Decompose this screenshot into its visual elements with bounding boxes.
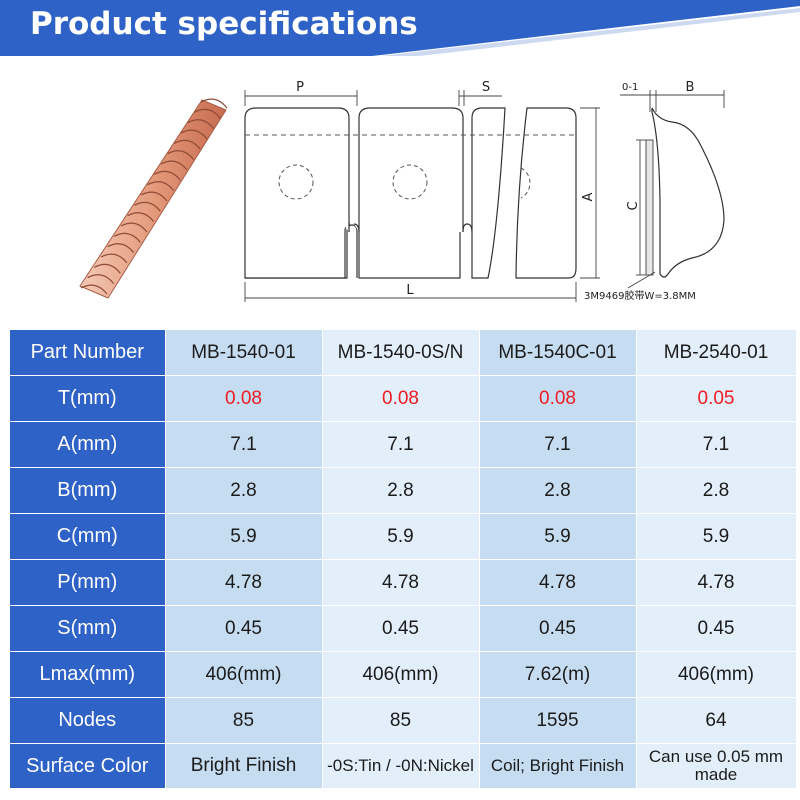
gasket-rib	[94, 263, 121, 274]
row-label: Part Number	[10, 330, 166, 376]
table-cell: Bright Finish	[165, 743, 323, 789]
gasket-rib	[114, 232, 141, 243]
dimension-label-p: P	[296, 80, 304, 95]
table-cell: 7.1	[322, 421, 480, 468]
table-cell: 7.1	[636, 421, 797, 468]
table-cell: 0.45	[165, 605, 323, 652]
row-label: P(mm)	[10, 559, 166, 606]
gasket-rib	[187, 119, 215, 130]
gasket-rib	[200, 98, 228, 109]
table-cell: 2.8	[636, 467, 797, 514]
table-row: Part Number MB-1540-01 MB-1540-0S/N MB-1…	[10, 330, 797, 376]
table-row: P(mm) 4.78 4.78 4.78 4.78	[10, 559, 797, 606]
table-cell: 1595	[479, 697, 637, 744]
table-cell: 406(mm)	[165, 651, 323, 698]
table-cell: MB-2540-01	[636, 330, 797, 376]
dimension-label-s: S	[482, 80, 490, 95]
table-row: Lmax(mm) 406(mm) 406(mm) 7.62(m) 406(mm)	[10, 651, 797, 698]
gasket-strip-image	[79, 98, 228, 299]
table-cell: 7.62(m)	[479, 651, 637, 698]
title-banner: Product specifications	[0, 0, 800, 56]
row-label: Nodes	[10, 697, 166, 744]
table-cell: 0.08	[479, 375, 637, 422]
row-label: B(mm)	[10, 467, 166, 514]
table-cell: 4.78	[165, 559, 323, 606]
gasket-rib	[194, 108, 221, 119]
gasket-rib	[127, 212, 155, 223]
table-cell: 0.05	[636, 375, 797, 422]
gasket-rib	[160, 160, 188, 171]
row-label: S(mm)	[10, 605, 166, 652]
gasket-rib	[140, 191, 168, 202]
table-cell: 2.8	[165, 467, 323, 514]
table-cell: 0.08	[165, 375, 323, 422]
table-row: C(mm) 5.9 5.9 5.9 5.9	[10, 513, 797, 560]
row-label: Surface Color	[10, 743, 166, 789]
row-label: A(mm)	[10, 421, 166, 468]
row-label: C(mm)	[10, 513, 166, 560]
gasket-rib	[147, 181, 175, 192]
table-row: Nodes 85 85 1595 64	[10, 697, 797, 744]
gasket-rib	[180, 129, 208, 140]
dimension-label-l: L	[406, 283, 414, 298]
table-cell: 406(mm)	[636, 651, 797, 698]
table-cell: -0S:Tin / -0N:Nickel	[322, 743, 480, 789]
table-cell: 4.78	[322, 559, 480, 606]
front-view	[244, 107, 577, 279]
table-row: Surface Color Bright Finish -0S:Tin / -0…	[10, 743, 797, 789]
gasket-rib	[100, 253, 128, 264]
table-cell: 64	[636, 697, 797, 744]
table-row: B(mm) 2.8 2.8 2.8 2.8	[10, 467, 797, 514]
spec-table: Part Number MB-1540-01 MB-1540-0S/N MB-1…	[10, 330, 797, 789]
dimension-label-0-1: 0-1	[622, 82, 638, 93]
table-cell: Coil; Bright Finish	[479, 743, 637, 789]
dimension-label-a: A	[581, 192, 596, 201]
table-cell: 0.45	[479, 605, 637, 652]
technical-drawing: P S A L 0-1 B C 3M9469胶带W=3.8MM	[0, 60, 800, 322]
gasket-rib	[134, 201, 161, 212]
table-cell: MB-1540C-01	[479, 330, 637, 376]
table-cell: 85	[322, 697, 480, 744]
table-cell: 85	[165, 697, 323, 744]
table-row: T(mm) 0.08 0.08 0.08 0.05	[10, 375, 797, 422]
banner-title: Product specifications	[30, 6, 418, 42]
table-cell: MB-1540-01	[165, 330, 323, 376]
table-cell: 2.8	[322, 467, 480, 514]
table-cell: 4.78	[636, 559, 797, 606]
gasket-rib	[80, 284, 108, 295]
table-cell: 0.45	[636, 605, 797, 652]
gasket-rib	[107, 243, 135, 254]
dimension-label-b: B	[686, 80, 695, 95]
dimension-label-c: C	[626, 201, 641, 210]
table-row: A(mm) 7.1 7.1 7.1 7.1	[10, 421, 797, 468]
table-cell: 7.1	[479, 421, 637, 468]
gasket-rib	[167, 150, 195, 161]
table-cell: 7.1	[165, 421, 323, 468]
row-label: Lmax(mm)	[10, 651, 166, 698]
banner-background	[0, 0, 800, 56]
side-view	[651, 107, 725, 278]
row-label: T(mm)	[10, 375, 166, 422]
table-cell: 406(mm)	[322, 651, 480, 698]
tape-note: 3M9469胶带W=3.8MM	[584, 289, 696, 302]
table-cell: 0.45	[322, 605, 480, 652]
table-cell: 4.78	[479, 559, 637, 606]
table-cell: 2.8	[479, 467, 637, 514]
table-cell: MB-1540-0S/N	[322, 330, 480, 376]
gasket-rib	[120, 222, 148, 233]
gasket-rib	[174, 139, 201, 150]
gasket-rib	[87, 274, 115, 285]
table-cell: 5.9	[165, 513, 323, 560]
gasket-rib	[154, 170, 181, 181]
table-row: S(mm) 0.45 0.45 0.45 0.45	[10, 605, 797, 652]
table-cell: 0.08	[322, 375, 480, 422]
table-cell: 5.9	[479, 513, 637, 560]
table-cell: 5.9	[636, 513, 797, 560]
table-cell: Can use 0.05 mm made	[636, 743, 797, 789]
table-cell: 5.9	[322, 513, 480, 560]
